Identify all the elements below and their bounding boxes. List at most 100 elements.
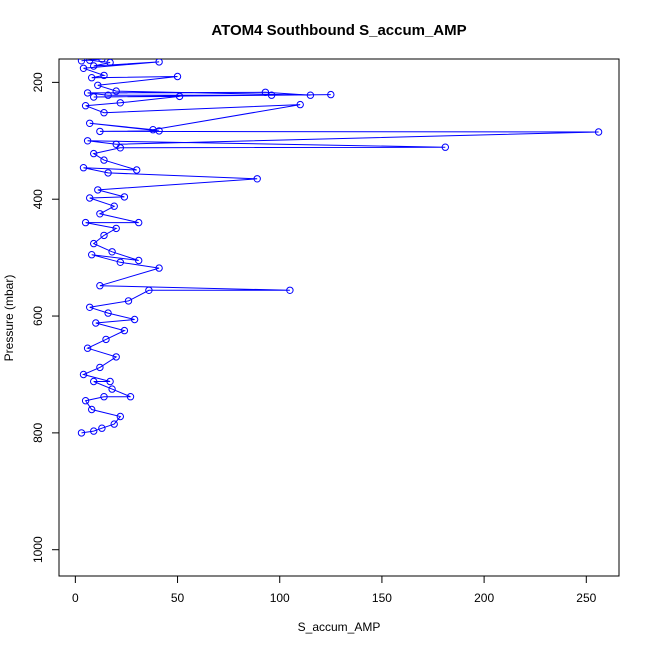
data-point: [441, 143, 449, 151]
x-axis-label: S_accum_AMP: [298, 620, 381, 634]
data-point: [100, 231, 108, 240]
data-point: [88, 251, 96, 259]
y-axis-label: Pressure (mbar): [2, 275, 16, 362]
data-point: [112, 353, 120, 361]
data-point: [126, 393, 135, 401]
data-point: [116, 258, 125, 266]
data-point: [77, 59, 86, 65]
data-point: [90, 149, 98, 158]
y-tick-label: 600: [31, 306, 45, 326]
data-point: [135, 256, 143, 265]
data-point: [77, 429, 86, 437]
data-point: [90, 93, 98, 101]
data-point: [116, 99, 125, 107]
data-point: [83, 344, 92, 352]
data-point: [98, 59, 106, 63]
data-point: [79, 64, 88, 73]
data-point: [286, 286, 294, 294]
data-point: [106, 59, 114, 67]
data-point: [104, 169, 112, 177]
data-point: [83, 137, 92, 145]
data-point: [86, 59, 94, 64]
x-tick-label: 250: [576, 591, 596, 605]
data-point: [90, 427, 98, 435]
series-line: [81, 59, 599, 434]
x-axis: 0 50 100 150 200 250: [72, 575, 597, 605]
data-point: [112, 87, 120, 95]
data-point: [116, 412, 125, 421]
data-point: [267, 91, 276, 99]
data-point: [120, 326, 129, 335]
data-point: [98, 424, 106, 432]
data-point: [81, 102, 90, 110]
data-point: [327, 90, 335, 99]
series-group: [77, 59, 603, 437]
data-point: [110, 420, 118, 428]
data-point: [86, 119, 94, 128]
data-point: [100, 393, 108, 401]
data-point: [175, 92, 184, 101]
data-point: [296, 100, 304, 109]
data-point: [104, 91, 112, 99]
data-point: [94, 81, 102, 90]
data-point: [79, 370, 88, 379]
data-point: [96, 363, 104, 372]
data-point: [96, 127, 104, 136]
data-point: [306, 91, 315, 99]
data-point: [120, 193, 129, 201]
data-point: [100, 71, 108, 80]
data-point: [94, 186, 102, 194]
data-point: [90, 62, 98, 70]
x-tick-label: 200: [474, 591, 494, 605]
data-point: [88, 74, 96, 82]
data-point: [108, 385, 116, 393]
data-point: [83, 89, 92, 97]
data-point: [253, 175, 261, 183]
y-tick-label: 400: [31, 189, 45, 209]
x-tick-label: 150: [372, 591, 392, 605]
chart-title: ATOM4 Southbound S_accum_AMP: [211, 22, 466, 39]
data-point: [81, 397, 90, 405]
data-point: [86, 194, 94, 202]
data-point: [155, 264, 163, 272]
data-point: [96, 282, 104, 290]
data-point: [96, 210, 104, 218]
data-point: [88, 405, 96, 414]
x-tick-label: 50: [171, 591, 185, 605]
data-point: [79, 164, 88, 172]
data-point: [90, 239, 98, 248]
y-tick-label: 1000: [31, 536, 45, 563]
data-point: [108, 248, 116, 256]
data-point: [90, 377, 98, 386]
x-tick-label: 100: [270, 591, 290, 605]
y-tick-label: 800: [31, 423, 45, 443]
data-point: [149, 126, 157, 134]
data-point: [135, 218, 143, 227]
data-point: [133, 166, 141, 174]
plot-frame: [58, 58, 620, 577]
data-point: [173, 72, 182, 81]
data-point: [81, 218, 90, 227]
data-point: [261, 88, 270, 97]
data-point: [112, 140, 120, 149]
data-point: [100, 109, 108, 117]
data-point: [104, 309, 112, 317]
data-point: [130, 315, 139, 324]
data-point: [102, 335, 110, 344]
data-point: [106, 377, 114, 386]
x-tick-label: 0: [72, 591, 79, 605]
data-point: [124, 297, 133, 305]
plot-area: [58, 58, 620, 577]
data-point: [92, 319, 100, 327]
data-point: [594, 128, 603, 136]
data-point: [112, 224, 120, 233]
data-point: [86, 303, 94, 311]
data-point: [110, 202, 118, 210]
y-axis: 200 400 600 800 1000: [31, 72, 60, 563]
data-point: [155, 59, 163, 66]
data-point: [100, 156, 108, 164]
y-tick-label: 200: [31, 72, 45, 92]
data-point: [145, 286, 153, 294]
